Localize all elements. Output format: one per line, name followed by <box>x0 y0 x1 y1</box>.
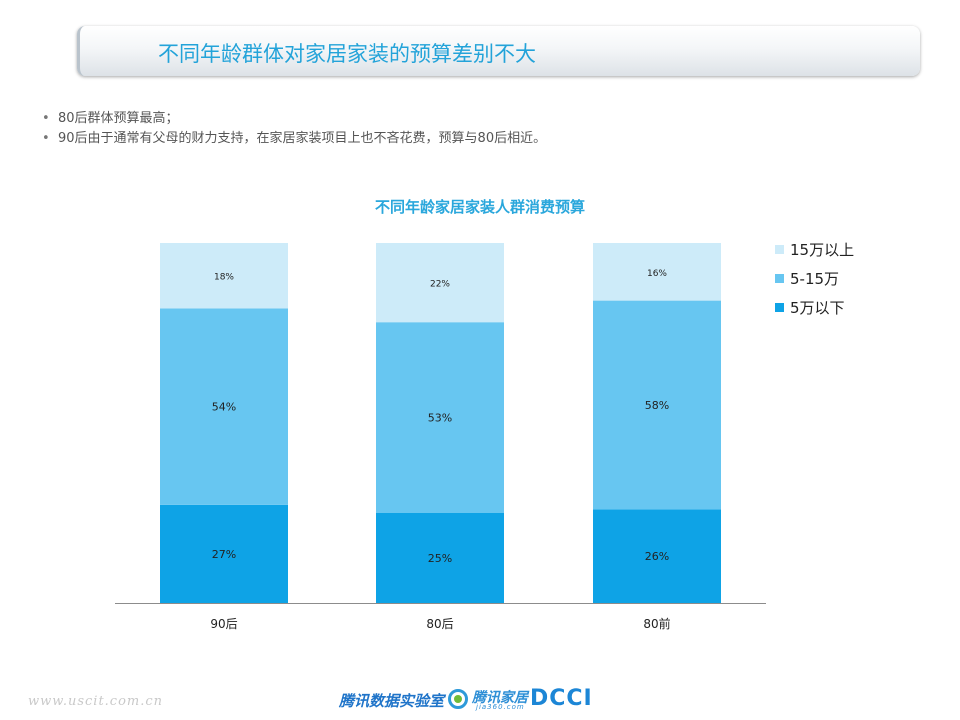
data-label: 58% <box>645 399 669 412</box>
bullet-text: 90后由于通常有父母的财力支持，在家居家装项目上也不吝花费，预算与80后相近。 <box>58 131 547 146</box>
home-logo-text: 腾讯家居 <box>472 690 528 706</box>
page-title: 不同年龄群体对家居家装的预算差别不大 <box>158 42 536 66</box>
data-label: 16% <box>647 269 667 279</box>
data-label: 54% <box>212 401 236 414</box>
x-tick-label: 80后 <box>426 617 453 631</box>
bar-segment <box>160 243 288 309</box>
legend-label: 5万以下 <box>790 299 845 317</box>
data-label: 27% <box>212 548 236 561</box>
qq-logo-icon <box>448 689 468 709</box>
data-label: 26% <box>645 550 669 563</box>
data-label: 53% <box>428 412 452 425</box>
bar-segment <box>593 509 721 603</box>
bar-segment <box>376 322 504 513</box>
bar-segment <box>376 243 504 323</box>
chart-title: 不同年龄家居家装人群消费预算 <box>374 198 585 216</box>
bullet-list: • 80后群体预算最高； • 90后由于通常有父母的财力支持，在家居家装项目上也不吝… <box>42 109 546 149</box>
legend-label: 15万以上 <box>790 241 855 259</box>
legend-label: 5-15万 <box>790 270 840 288</box>
lab-logo-text: 腾讯数据实验室 <box>339 692 445 710</box>
legend-item: 5万以下 <box>775 293 854 322</box>
chart-legend: 15万以上 5-15万 5万以下 <box>775 235 854 322</box>
bar-segment <box>160 308 288 505</box>
title-bar: 不同年龄群体对家居家装的预算差别不大 <box>77 26 920 76</box>
x-tick-label: 80前 <box>643 616 670 631</box>
dcci-logo: DCCI <box>530 686 593 711</box>
bar-segment <box>593 300 721 510</box>
data-label: 22% <box>430 280 450 290</box>
watermark: www.uscit.com.cn <box>28 694 164 709</box>
legend-swatch <box>775 245 784 254</box>
x-tick-label: 90后 <box>210 617 237 631</box>
home-logo-url: jia360.com <box>476 703 525 711</box>
legend-swatch <box>775 303 784 312</box>
bullet-item: • 90后由于通常有父母的财力支持，在家居家装项目上也不吝花费，预算与80后相近。 <box>42 129 546 149</box>
bar-segment <box>376 513 504 603</box>
legend-item: 15万以上 <box>775 235 854 264</box>
data-label: 25% <box>428 552 452 565</box>
bar-segment <box>593 243 721 301</box>
bullet-text: 80后群体预算最高； <box>58 111 179 126</box>
data-label: 18% <box>214 273 234 283</box>
bullet-marker: • <box>42 131 50 146</box>
legend-item: 5-15万 <box>775 264 854 293</box>
bar-segment <box>160 504 288 603</box>
bullet-item: • 80后群体预算最高； <box>42 109 546 129</box>
legend-swatch <box>775 274 784 283</box>
footer: www.uscit.com.cn 腾讯数据实验室 腾讯家居 jia360.com… <box>0 684 960 720</box>
bullet-marker: • <box>42 111 50 126</box>
